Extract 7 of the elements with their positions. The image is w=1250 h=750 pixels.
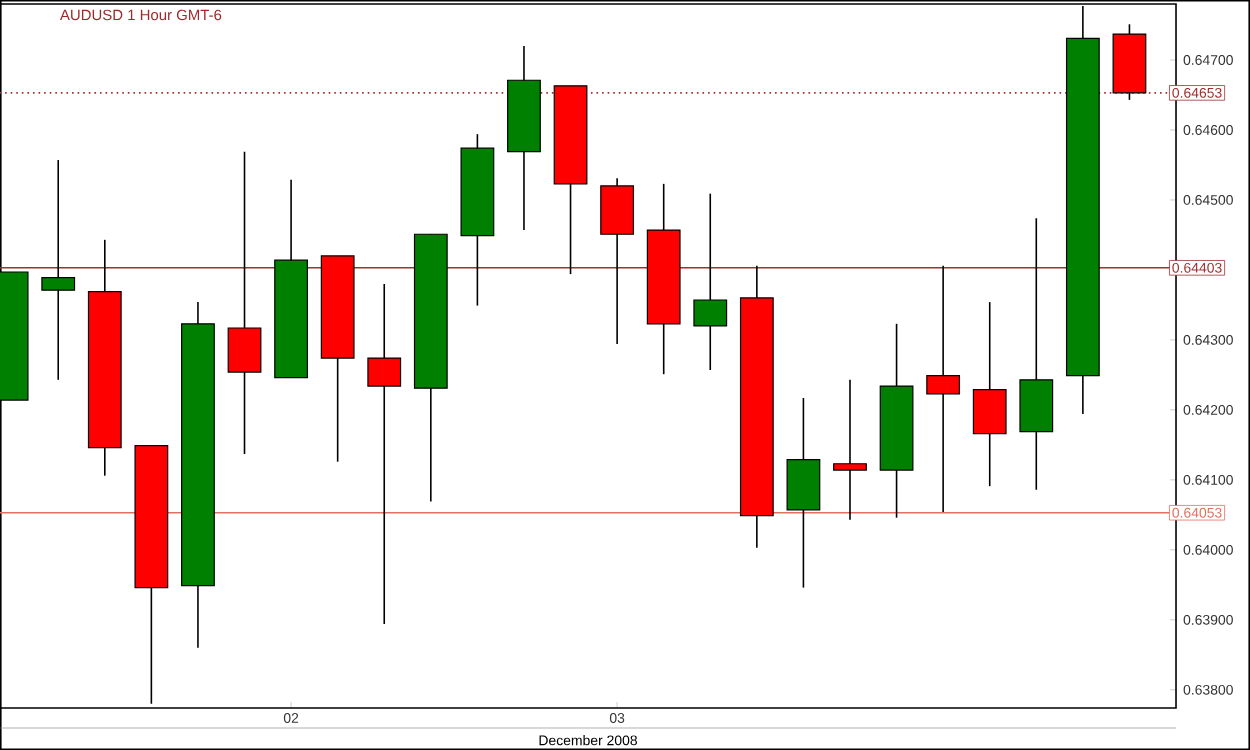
candlestick xyxy=(833,378,867,521)
candlestick xyxy=(227,150,262,455)
candlestick xyxy=(972,301,1007,487)
candlestick xyxy=(693,192,728,371)
candlestick xyxy=(367,283,402,625)
candlestick xyxy=(926,264,961,513)
candlestick xyxy=(41,159,76,381)
